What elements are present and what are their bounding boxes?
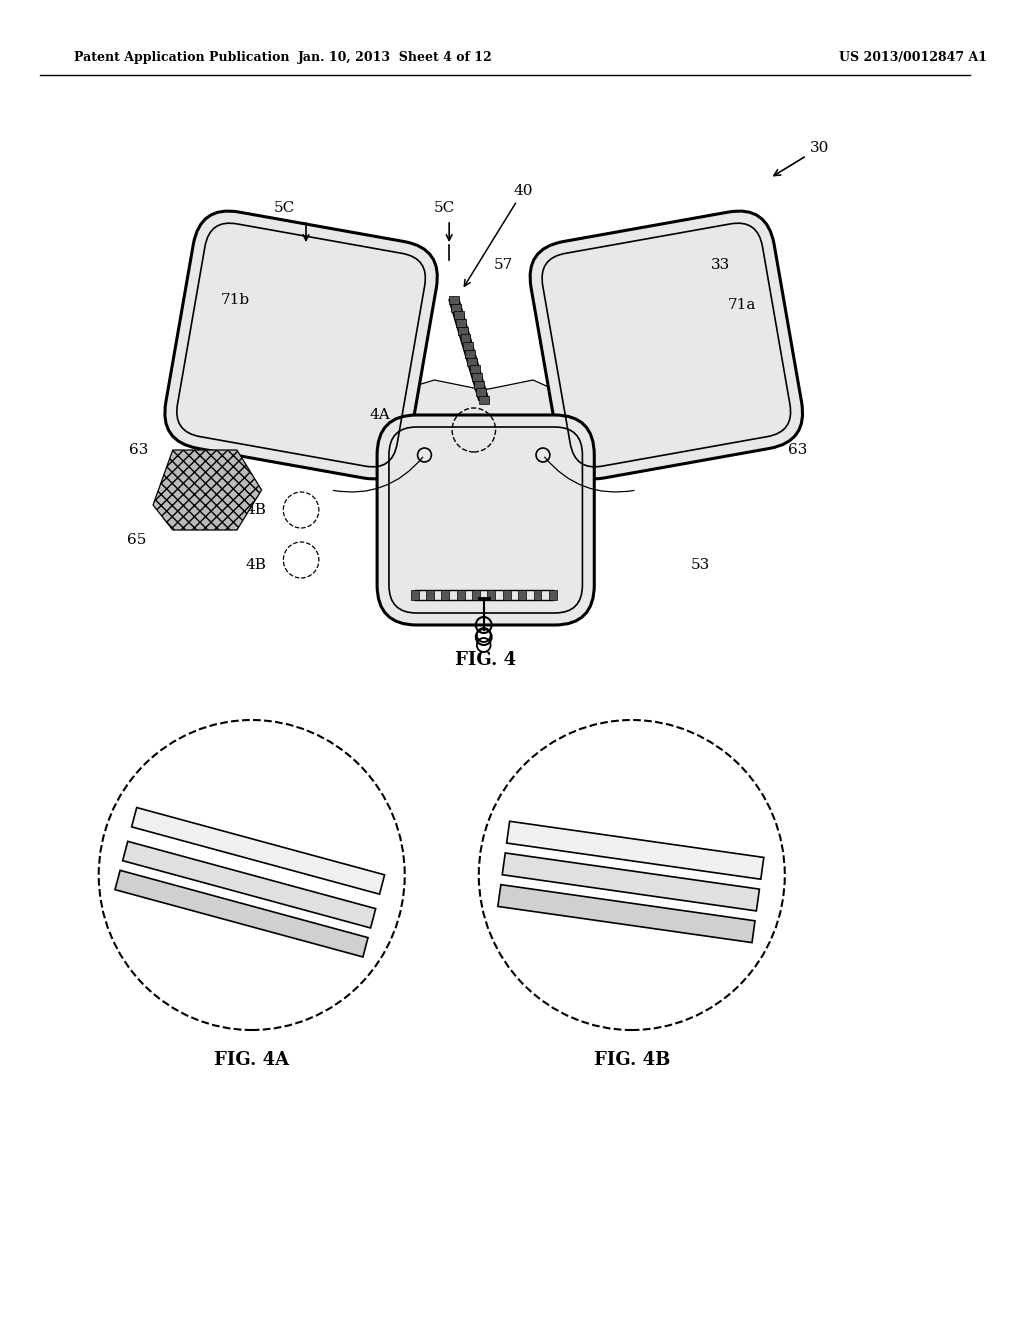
Bar	[454, 312, 464, 319]
Bar	[463, 342, 473, 350]
Polygon shape	[115, 870, 368, 957]
Bar	[411, 590, 419, 601]
Bar	[472, 590, 480, 601]
Bar	[452, 304, 461, 312]
Bar	[467, 358, 477, 366]
Text: 53: 53	[691, 558, 711, 572]
Bar	[426, 590, 434, 601]
Text: US 2013/0012847 A1: US 2013/0012847 A1	[839, 51, 987, 65]
Bar	[456, 319, 466, 327]
Bar	[549, 590, 557, 601]
Text: 71a: 71a	[727, 298, 756, 312]
Bar	[461, 334, 470, 342]
Text: Patent Application Publication: Patent Application Publication	[74, 51, 290, 65]
Bar	[450, 296, 459, 304]
Text: 5C: 5C	[433, 201, 455, 215]
Bar	[472, 374, 482, 381]
Bar	[465, 350, 475, 358]
Bar	[470, 366, 479, 374]
Polygon shape	[385, 380, 578, 459]
Text: 71b: 71b	[220, 293, 250, 308]
Text: 33: 33	[711, 257, 730, 272]
Text: 63: 63	[787, 444, 807, 457]
Text: 5C: 5C	[273, 201, 295, 215]
Text: 57: 57	[494, 257, 513, 272]
Text: 40: 40	[464, 183, 532, 286]
Bar	[474, 380, 484, 388]
Text: 65: 65	[127, 533, 146, 546]
Polygon shape	[153, 450, 261, 531]
Bar	[441, 590, 450, 601]
Bar	[457, 590, 465, 601]
Text: 4B: 4B	[246, 558, 266, 572]
Bar	[534, 590, 542, 601]
Bar	[479, 396, 488, 404]
Text: 4A: 4A	[370, 408, 390, 422]
Circle shape	[98, 719, 404, 1030]
Polygon shape	[502, 853, 760, 911]
Bar	[503, 590, 511, 601]
Text: FIG. 4: FIG. 4	[455, 651, 516, 669]
Text: Jan. 10, 2013  Sheet 4 of 12: Jan. 10, 2013 Sheet 4 of 12	[298, 51, 493, 65]
Circle shape	[479, 719, 784, 1030]
Bar	[476, 388, 486, 396]
FancyBboxPatch shape	[165, 211, 437, 479]
Text: FIG. 4A: FIG. 4A	[214, 1051, 290, 1069]
Polygon shape	[132, 808, 385, 894]
Bar	[487, 590, 496, 601]
Bar	[459, 327, 468, 335]
Polygon shape	[507, 821, 764, 879]
FancyBboxPatch shape	[377, 414, 594, 624]
Polygon shape	[498, 884, 755, 942]
Text: 4B: 4B	[246, 503, 266, 517]
FancyBboxPatch shape	[530, 211, 803, 479]
Bar	[518, 590, 526, 601]
Polygon shape	[123, 841, 376, 928]
Text: 63: 63	[129, 444, 148, 457]
Text: 30: 30	[774, 141, 828, 176]
Text: FIG. 4B: FIG. 4B	[594, 1051, 670, 1069]
